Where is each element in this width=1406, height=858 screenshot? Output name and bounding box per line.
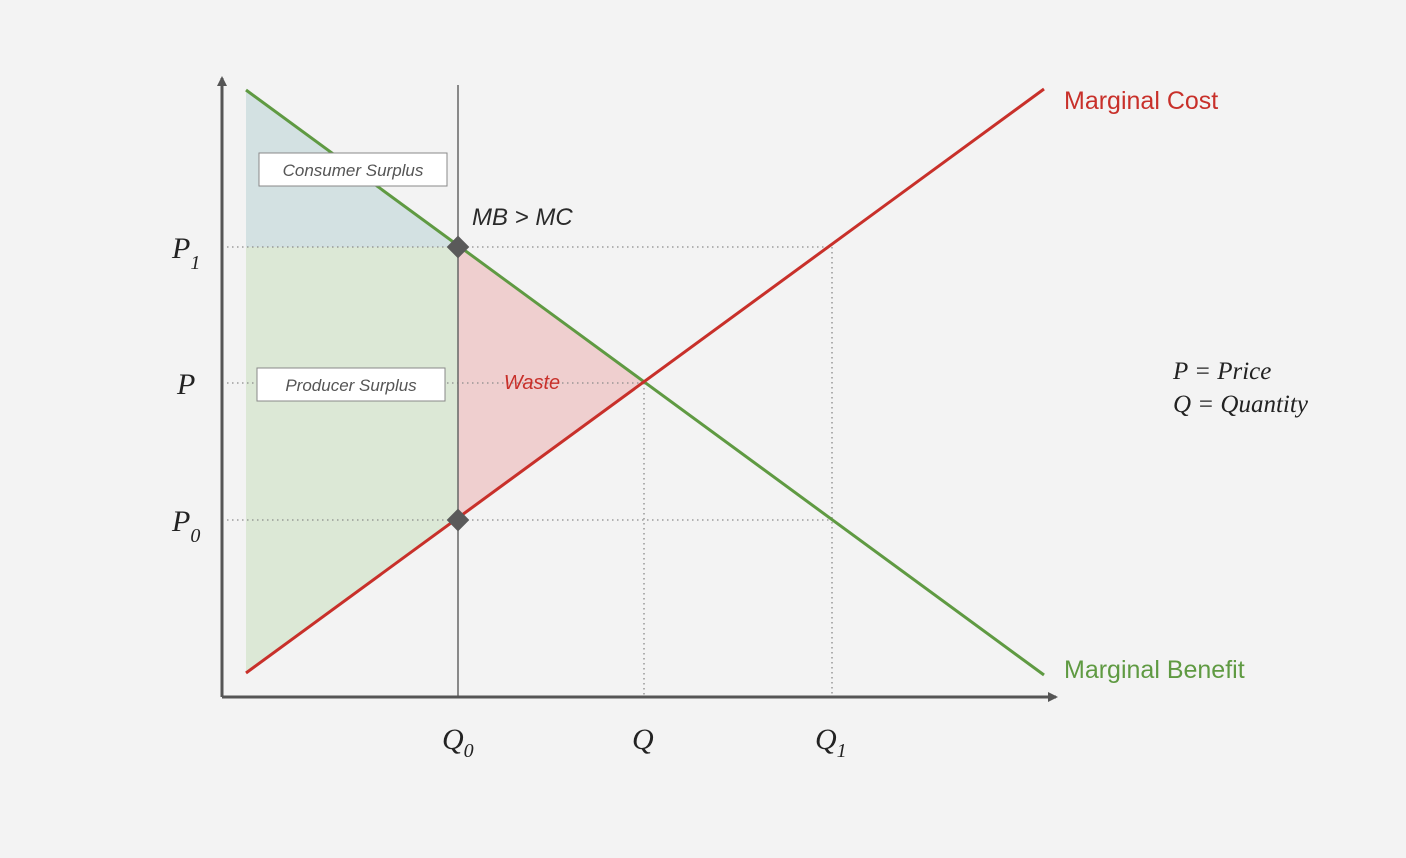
- marginal-cost-label: Marginal Cost: [1064, 87, 1218, 115]
- marginal-benefit-label: Marginal Benefit: [1064, 656, 1245, 684]
- marginal-cost-curve: [245, 87, 1045, 675]
- legend-price: P = Price: [1172, 358, 1271, 385]
- producer-surplus-label-box: Producer Surplus: [256, 367, 446, 402]
- x-tick-q0: Q0: [442, 723, 474, 762]
- waste-region: [458, 247, 644, 520]
- waste-label: Waste: [504, 372, 560, 394]
- consumer-surplus-label: Consumer Surplus: [283, 161, 424, 180]
- consumer-surplus-label-box: Consumer Surplus: [258, 152, 448, 187]
- producer-surplus-label: Producer Surplus: [285, 376, 417, 395]
- y-tick-p0: P0: [171, 505, 200, 547]
- x-tick-q: Q: [632, 723, 654, 756]
- mb-gt-mc-annotation: MB > MC: [472, 204, 573, 231]
- y-tick-p: P: [176, 368, 195, 401]
- variable-legend: P = Price Q = Quantity: [1172, 358, 1309, 418]
- y-tick-p1: P1: [171, 232, 200, 274]
- legend-quantity: Q = Quantity: [1173, 391, 1309, 418]
- mc-point-marker: [446, 508, 470, 532]
- producer-surplus-region: [246, 247, 458, 672]
- x-tick-q1: Q1: [815, 723, 847, 762]
